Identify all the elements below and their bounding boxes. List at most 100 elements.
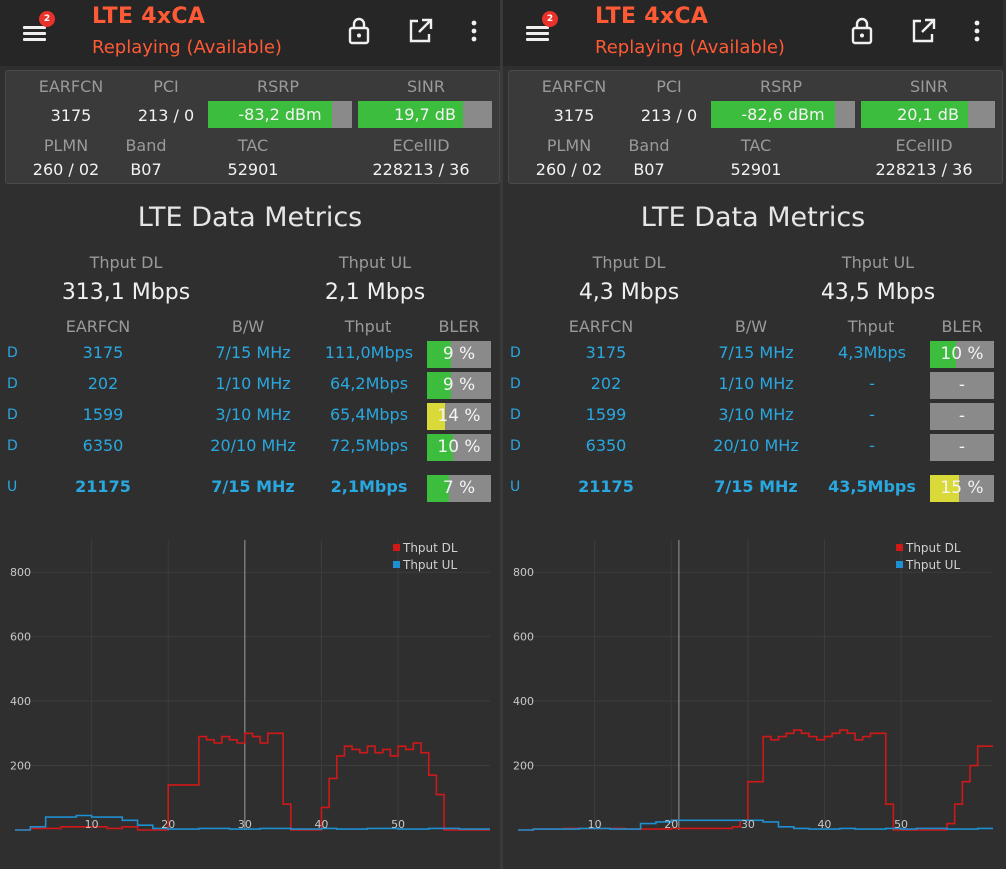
- carrier-earfcn: 3175: [585, 343, 627, 362]
- x-tick-label: 50: [391, 818, 405, 831]
- rsrp-value: -82,6 dBm: [741, 105, 825, 124]
- carrier-earfcn: 21175: [578, 477, 634, 496]
- carrier-thput: 43,5Mbps: [828, 477, 916, 496]
- external-link-icon[interactable]: [406, 16, 434, 46]
- bler-fill: [427, 341, 452, 368]
- col-bw-header: B/W: [231, 317, 265, 336]
- section-title: LTE Data Metrics: [137, 202, 363, 233]
- bler-fill: [427, 403, 445, 430]
- notification-badge: 2: [542, 11, 558, 27]
- plmn-label: PLMN: [43, 136, 89, 155]
- earfcn-value: 3175: [553, 106, 595, 125]
- carrier-direction: U: [7, 479, 18, 495]
- carrier-bler: -: [958, 437, 966, 457]
- carrier-thput: 72,5Mbps: [329, 436, 409, 455]
- carrier-bler-meter: -: [930, 403, 994, 430]
- carrier-bler-meter: -: [930, 434, 994, 461]
- carrier-bler-meter: 9 %: [427, 341, 491, 368]
- carrier-earfcn: 202: [590, 374, 622, 393]
- tac-label: TAC: [740, 136, 772, 155]
- carrier-thput: 111,0Mbps: [324, 343, 414, 362]
- legend-label: Thput DL: [402, 541, 458, 555]
- carrier-bler: 14 %: [437, 406, 481, 426]
- replay-status: Replaying (Available): [595, 37, 785, 58]
- carrier-bler-meter: 10 %: [427, 434, 491, 461]
- x-tick-label: 30: [741, 818, 755, 831]
- tac-value: 52901: [730, 160, 782, 179]
- carrier-row: D 6350 20/10 MHz - -: [503, 434, 1003, 462]
- carrier-direction: D: [510, 345, 521, 361]
- sinr-label: SINR: [407, 77, 445, 96]
- tac-label: TAC: [237, 136, 269, 155]
- y-tick-label: 600: [513, 631, 534, 644]
- thput-dl-value: 313,1 Mbps: [61, 280, 191, 305]
- carrier-bler: 10 %: [940, 344, 984, 364]
- x-tick-label: 10: [588, 818, 602, 831]
- series-line-dl: [15, 732, 490, 831]
- menu-icon[interactable]: 2: [16, 11, 55, 48]
- bler-fill: [427, 372, 452, 399]
- pci-label: PCI: [153, 77, 179, 96]
- replay-status: Replaying (Available): [92, 37, 282, 58]
- y-tick-label: 200: [513, 760, 534, 773]
- carrier-row: D 1599 3/10 MHz 65,4Mbps 14 %: [0, 403, 500, 431]
- x-tick-label: 40: [314, 818, 328, 831]
- carrier-earfcn: 21175: [75, 477, 131, 496]
- external-link-icon[interactable]: [909, 16, 937, 46]
- carrier-direction: D: [7, 438, 18, 454]
- carrier-bler-meter: 10 %: [930, 341, 994, 368]
- carrier-thput: 4,3Mbps: [838, 343, 906, 362]
- app-title: LTE 4xCA: [595, 4, 709, 29]
- more-vert-icon[interactable]: [462, 16, 490, 46]
- carrier-row: D 202 1/10 MHz - -: [503, 372, 1003, 400]
- plmn-value: 260 / 02: [535, 160, 603, 179]
- serving-cell-card: EARFCN PCI RSRP SINR 3175 213 / 0 -82,6 …: [508, 70, 1003, 184]
- rsrp-meter: -83,2 dBm: [208, 101, 352, 128]
- carrier-thput: 2,1Mbps: [330, 477, 408, 496]
- rsrp-value: -83,2 dBm: [238, 105, 322, 124]
- col-bler-header: BLER: [438, 317, 480, 336]
- carrier-bler-meter: 14 %: [427, 403, 491, 430]
- legend-label: Thput UL: [905, 558, 960, 572]
- band-value: B07: [130, 160, 162, 179]
- lock-icon[interactable]: [848, 16, 876, 46]
- menu-icon[interactable]: 2: [519, 11, 558, 48]
- series-line-ul: [518, 819, 993, 831]
- earfcn-value: 3175: [50, 106, 92, 125]
- carrier-row: D 3175 7/15 MHz 4,3Mbps 10 %: [503, 341, 1003, 369]
- bler-fill: [427, 475, 449, 502]
- panel-left: 2 LTE 4xCA Replaying (Available) EARFCN …: [0, 0, 500, 869]
- legend-swatch: [393, 544, 400, 551]
- col-bw-header: B/W: [734, 317, 768, 336]
- carrier-bler-meter: -: [930, 372, 994, 399]
- carrier-direction: D: [7, 407, 18, 423]
- bler-fill: [427, 434, 453, 461]
- sinr-meter: 19,7 dB: [358, 101, 492, 128]
- legend-swatch: [896, 561, 903, 568]
- thput-ul-value: 2,1 Mbps: [324, 280, 426, 305]
- col-earfcn-header: EARFCN: [65, 317, 131, 336]
- legend-label: Thput DL: [905, 541, 961, 555]
- serving-cell-card: EARFCN PCI RSRP SINR 3175 213 / 0 -83,2 …: [5, 70, 500, 184]
- throughput-chart: 200 400 600 800 10 20 30 40 50 Thput DL Thput UL: [513, 540, 993, 831]
- carrier-earfcn: 1599: [585, 405, 627, 424]
- lock-icon[interactable]: [345, 16, 373, 46]
- carrier-bler: -: [958, 375, 966, 395]
- more-vert-icon[interactable]: [965, 16, 993, 46]
- carrier-earfcn: 3175: [82, 343, 124, 362]
- col-thput-header: Thput: [344, 317, 392, 336]
- thput-dl-value: 4,3 Mbps: [578, 280, 680, 305]
- carrier-earfcn: 202: [87, 374, 119, 393]
- carrier-row: D 3175 7/15 MHz 111,0Mbps 9 %: [0, 341, 500, 369]
- series-line-dl: [518, 729, 993, 831]
- ecellid-value: 228213 / 36: [372, 160, 470, 179]
- rsrp-fill: [711, 101, 835, 128]
- sinr-value: 20,1 dB: [897, 105, 959, 124]
- ecellid-value: 228213 / 36: [875, 160, 973, 179]
- earfcn-label: EARFCN: [38, 77, 104, 96]
- carrier-direction: D: [7, 376, 18, 392]
- ecellid-label: ECellID: [895, 136, 953, 155]
- panel-divider: [500, 0, 503, 869]
- top-app-bar: 2 LTE 4xCA Replaying (Available): [0, 0, 500, 66]
- carrier-bandwidth: 20/10 MHz: [210, 436, 296, 455]
